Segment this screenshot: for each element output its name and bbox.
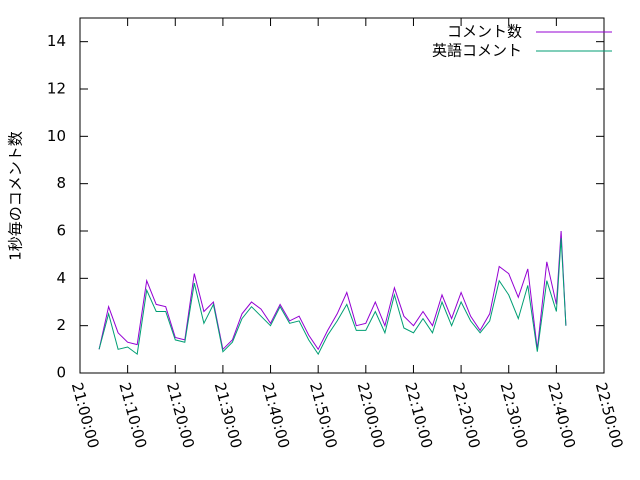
x-tick-label: 22:30:00 bbox=[497, 381, 532, 451]
x-tick-label: 22:20:00 bbox=[449, 381, 484, 451]
plot-frame bbox=[79, 17, 605, 374]
x-tick-label: 21:10:00 bbox=[115, 381, 150, 451]
x-tick-label: 21:30:00 bbox=[211, 381, 246, 451]
y-tick-label: 12 bbox=[47, 80, 66, 98]
legend-label: 英語コメント bbox=[432, 42, 522, 60]
series-line bbox=[98, 230, 567, 351]
x-tick-label: 22:10:00 bbox=[401, 381, 436, 451]
y-tick-label: 2 bbox=[56, 316, 66, 334]
y-tick-label: 10 bbox=[47, 127, 66, 145]
x-tick-label: 22:00:00 bbox=[354, 381, 389, 451]
x-tick-label: 21:00:00 bbox=[68, 381, 103, 451]
y-tick-label: 4 bbox=[56, 269, 66, 287]
x-tick-label: 21:20:00 bbox=[163, 381, 198, 451]
y-tick-label: 0 bbox=[56, 364, 66, 382]
x-tick-label: 22:50:00 bbox=[592, 381, 627, 451]
x-tick-label: 21:40:00 bbox=[258, 381, 293, 451]
y-axis-label: 1秒毎のコメント数 bbox=[7, 131, 25, 261]
legend-label: コメント数 bbox=[447, 23, 522, 41]
y-tick-label: 14 bbox=[47, 32, 66, 50]
x-tick-label: 21:50:00 bbox=[306, 381, 341, 451]
y-tick-label: 8 bbox=[56, 174, 66, 192]
y-tick-label: 6 bbox=[56, 222, 66, 240]
x-tick-label: 22:40:00 bbox=[544, 381, 579, 451]
series-line bbox=[98, 238, 567, 356]
